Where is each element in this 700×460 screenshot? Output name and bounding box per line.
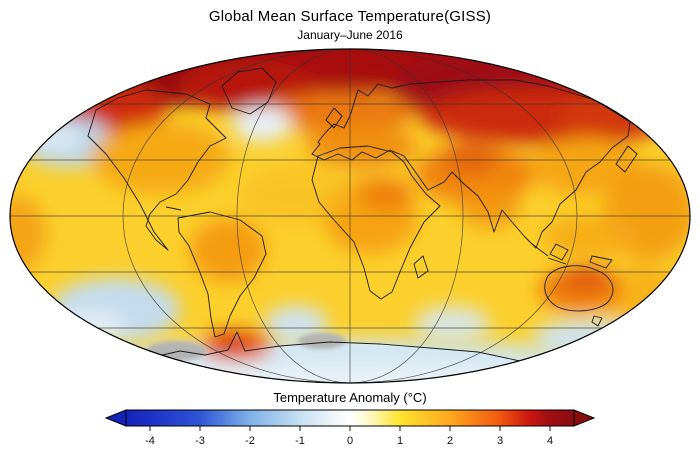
- colorbar-label: Temperature Anomaly (°C): [273, 390, 427, 405]
- colorbar-tick-label: 1: [397, 435, 403, 447]
- world-map: [9, 48, 691, 384]
- figure-title: Global Mean Surface Temperature(GISS): [208, 8, 492, 25]
- colorbar-tick-label: -2: [245, 435, 255, 447]
- colorbar-left-arrow: [104, 409, 127, 427]
- colorbar-tick-label: 2: [447, 435, 453, 447]
- colorbar-tick-labels: -4 -3 -2 -1 0 1 2 3 4: [145, 435, 553, 447]
- colorbar-ticks: [149, 426, 551, 431]
- colorbar-tick-label: 3: [497, 435, 503, 447]
- map-boundary: [9, 48, 691, 384]
- no-data-patches: [146, 333, 346, 361]
- continent-outlines: [87, 67, 638, 373]
- colorbar-right-arrow: [573, 409, 596, 427]
- colorbar-gradient-bar: [125, 409, 575, 427]
- colorbar-tick-label: 4: [547, 435, 553, 447]
- graticule: [10, 49, 690, 383]
- figure-subtitle: January–June 2016: [297, 28, 403, 42]
- colorbar-tick-label: -3: [195, 435, 205, 447]
- colorbar-tick-label: -4: [145, 435, 155, 447]
- colorbar-tick-label: 0: [347, 435, 353, 447]
- colorbar: -4 -3 -2 -1 0 1 2 3 4: [104, 409, 596, 447]
- colorbar-tick-label: -1: [295, 435, 305, 447]
